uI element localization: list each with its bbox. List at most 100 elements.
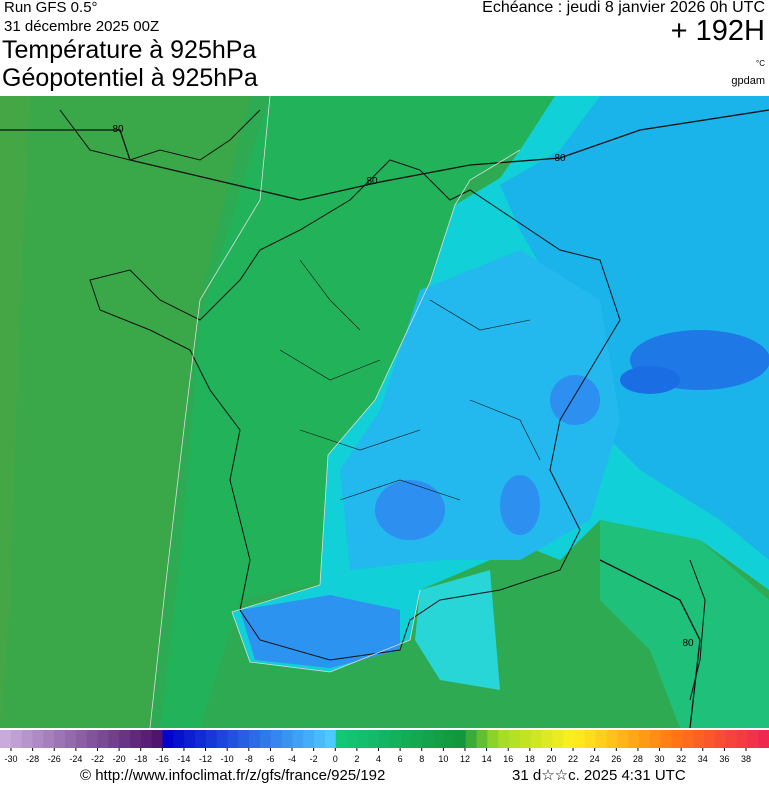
- colorbar-swatch: [194, 730, 207, 748]
- colorbar-label: 28: [633, 754, 643, 764]
- colorbar-swatch: [606, 730, 618, 748]
- colorbar-swatch: [519, 730, 532, 748]
- colorbar-label: -6: [266, 754, 274, 764]
- field-cold-massif: [375, 480, 445, 540]
- colorbar-swatch: [584, 730, 597, 748]
- contour-80-north: [0, 109, 769, 201]
- colorbar-label: 30: [655, 754, 665, 764]
- title-geopotential: Géopotentiel à 925hPa: [2, 64, 258, 92]
- colorbar-swatch: [617, 730, 629, 748]
- colorbar-swatch: [173, 730, 185, 748]
- unit-geopotential: gpdam: [731, 75, 765, 87]
- colorbar-label: -26: [48, 754, 61, 764]
- colorbar-swatch: [54, 730, 66, 748]
- colorbar-swatch: [704, 730, 716, 748]
- colorbar-swatch: [162, 730, 174, 748]
- colorbar-label: 8: [419, 754, 424, 764]
- colorbar-swatch: [86, 730, 98, 748]
- colorbar-swatch: [747, 730, 759, 748]
- map-outlines: [0, 109, 769, 728]
- colorbar-swatch: [465, 730, 478, 748]
- colorbar-swatch: [509, 730, 521, 748]
- colorbar-swatch: [487, 730, 499, 748]
- colorbar-label: 12: [460, 754, 470, 764]
- colorbar-swatch: [422, 730, 434, 748]
- colorbar-label: -8: [245, 754, 253, 764]
- colorbar-swatch: [205, 730, 218, 748]
- colorbar-swatch: [454, 730, 467, 748]
- colorbar-swatch: [530, 730, 543, 748]
- contour-label: 80: [554, 153, 566, 164]
- colorbar-label: 22: [568, 754, 578, 764]
- echeance: Echéance : jeudi 8 janvier 2026 0h UTC: [482, 0, 765, 16]
- forecast-hour: + 192H: [670, 15, 765, 47]
- contour-label: 80: [112, 124, 124, 135]
- isotherms: [149, 95, 521, 729]
- colorbar-label: 24: [590, 754, 600, 764]
- colorbar-label: 6: [398, 754, 403, 764]
- colorbar-swatch: [270, 730, 283, 748]
- colorbar-label: 4: [376, 754, 381, 764]
- field-cold-vosges: [550, 375, 600, 425]
- colorbar-swatch: [259, 730, 272, 748]
- colorbar-swatch: [758, 730, 769, 748]
- colorbar-swatch: [140, 730, 153, 748]
- colorbar-label: 34: [698, 754, 708, 764]
- colorbar-label: 18: [525, 754, 535, 764]
- colorbar-swatch: [628, 730, 640, 748]
- colorbar-swatch: [227, 730, 239, 748]
- england-coast: [59, 109, 261, 161]
- colorbar-swatch: [129, 730, 142, 748]
- colorbar-swatch: [10, 730, 23, 748]
- colorbar-label: -20: [113, 754, 126, 764]
- colorbar-swatch: [444, 730, 456, 748]
- colorbar-swatch: [357, 730, 369, 748]
- colorbar-label: -2: [310, 754, 318, 764]
- colorbar-label: 16: [503, 754, 513, 764]
- timestamp: 31 d☆☆c. 2025 4:31 UTC: [512, 767, 686, 784]
- colorbar-swatch: [108, 730, 120, 748]
- colorbar-swatch: [660, 730, 673, 748]
- unit-temperature: °C: [756, 59, 765, 68]
- colorbar-label: -24: [69, 754, 82, 764]
- field-cold-pyrenees: [240, 595, 400, 668]
- colorbar-swatch: [736, 730, 748, 748]
- colorbar-label: -30: [4, 754, 17, 764]
- title-temperature: Température à 925hPa: [2, 36, 257, 64]
- field-italy: [600, 520, 769, 728]
- colorbar-label: -4: [288, 754, 296, 764]
- colorbar-label: 10: [438, 754, 448, 764]
- field-atlantic: [0, 96, 30, 728]
- colorbar-swatch: [0, 730, 12, 748]
- colorbar-swatch: [335, 730, 348, 748]
- colorbar-swatch: [433, 730, 445, 748]
- colorbar-swatch: [563, 730, 575, 748]
- colorbar-label: -12: [199, 754, 212, 764]
- run-date: 31 décembre 2025 00Z: [4, 18, 160, 35]
- field-west: [0, 96, 250, 728]
- departments: [279, 259, 541, 501]
- contour-80-south: [599, 559, 701, 728]
- colorbar-swatch: [64, 730, 77, 748]
- colorbar-swatch: [639, 730, 651, 748]
- field-light-blue: [500, 96, 769, 560]
- field-cold-alps: [620, 366, 680, 394]
- contour-label: 80: [366, 176, 378, 187]
- colorbar-swatch: [184, 730, 196, 748]
- colorbar-swatch: [389, 730, 402, 748]
- colorbar-swatch: [119, 730, 131, 748]
- temperature-field: [0, 96, 769, 728]
- colorbar-swatch: [97, 730, 109, 748]
- colorbar-label: 36: [719, 754, 729, 764]
- field-sea-teal: [415, 570, 500, 690]
- colorbar-label: -16: [156, 754, 169, 764]
- source-url: © http://www.infoclimat.fr/z/gfs/france/…: [80, 767, 386, 784]
- field-mid: [160, 96, 555, 728]
- colorbar-label: 26: [611, 754, 621, 764]
- colorbar-swatch: [400, 730, 413, 748]
- colorbar-swatch: [292, 730, 304, 748]
- colorbar-label: -18: [134, 754, 147, 764]
- colorbar-label: 32: [676, 754, 686, 764]
